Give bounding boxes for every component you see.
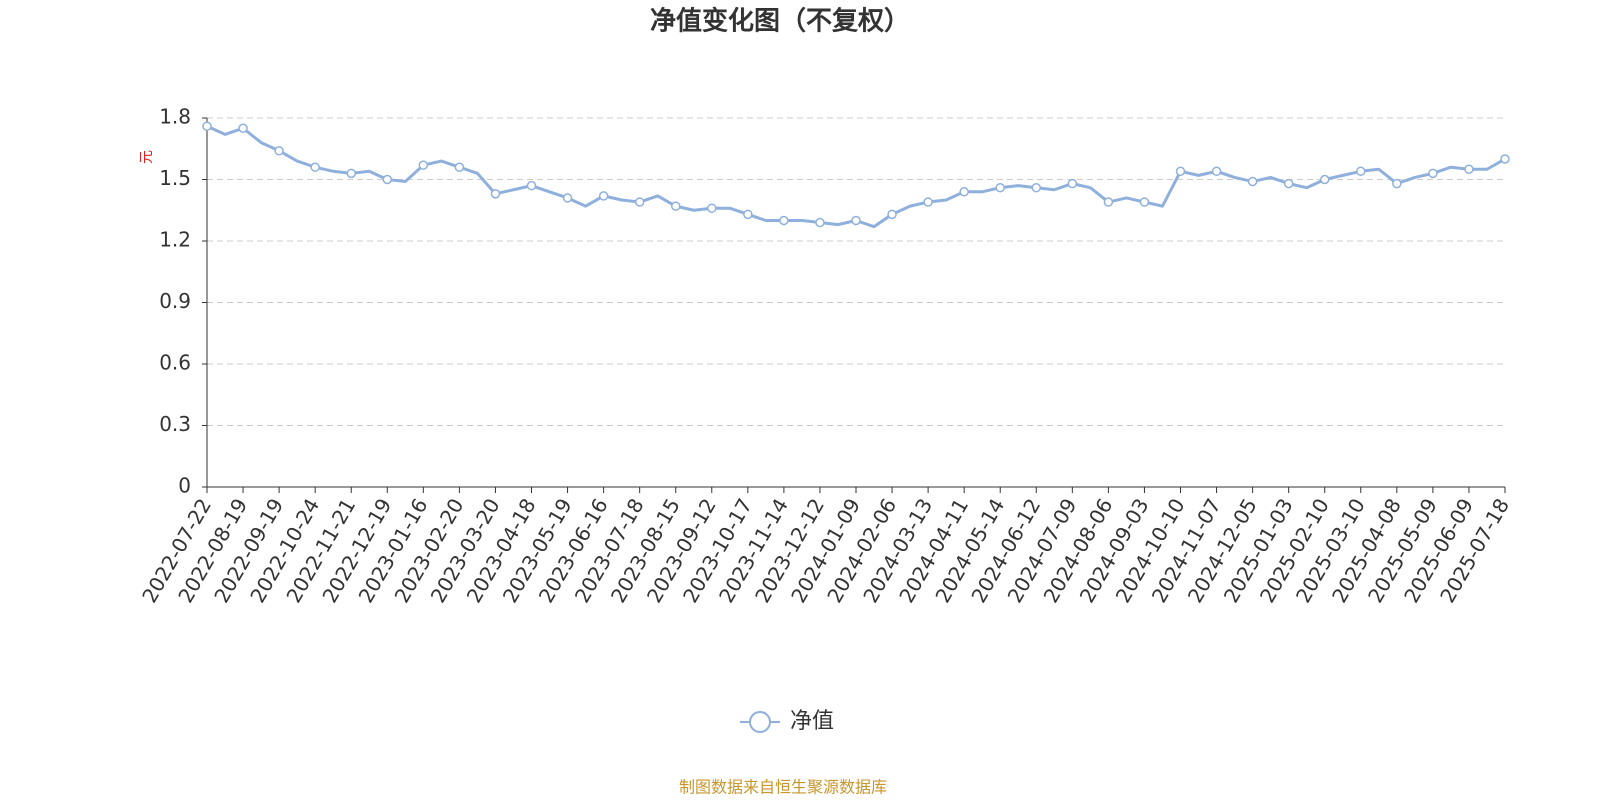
data-point [1247, 176, 1258, 187]
data-point [346, 168, 356, 179]
data-point [274, 146, 284, 156]
data-point [1067, 178, 1078, 189]
chart-title: 净值变化图（不复权） [650, 6, 910, 37]
data-point [634, 197, 645, 207]
data-point [995, 182, 1005, 193]
y-tick-label: 1.5 [159, 166, 191, 190]
data-point [1464, 164, 1474, 174]
data-point [1031, 182, 1042, 193]
data-point [1103, 197, 1114, 207]
data-point [1139, 197, 1150, 207]
data-point [1428, 168, 1438, 179]
y-tick-label: 0 [178, 474, 191, 498]
data-point [454, 162, 465, 172]
data-point [202, 121, 212, 131]
data-point [490, 189, 501, 199]
data-point [923, 197, 933, 207]
data-point [707, 203, 717, 213]
data-point [779, 215, 789, 226]
data-point [562, 193, 573, 203]
data-point [310, 162, 320, 172]
data-point [526, 180, 537, 191]
y-tick-label: 1.8 [159, 105, 191, 129]
data-point [743, 209, 753, 220]
series-line [206, 124, 1506, 229]
data-point [959, 187, 969, 197]
data-point [1175, 166, 1186, 177]
data-point [1500, 154, 1510, 164]
data-point [670, 201, 681, 211]
data-point [1283, 178, 1294, 189]
data-point [598, 191, 609, 201]
data-point [418, 160, 429, 170]
source-note: 制图数据来自恒生聚源数据库 [679, 778, 887, 797]
data-point [815, 217, 825, 228]
y-tick-label: 0.3 [159, 412, 191, 436]
data-point [1392, 178, 1402, 189]
legend-marker [749, 711, 771, 733]
data-point [238, 123, 248, 133]
data-point [1211, 166, 1222, 177]
data-point [1356, 166, 1366, 177]
y-tick-label: 0.9 [159, 289, 191, 313]
data-point [382, 174, 393, 185]
data-point [851, 215, 861, 226]
y-tick-label: 0.6 [159, 351, 191, 375]
data-point [887, 209, 897, 220]
y-tick-label: 1.2 [159, 228, 191, 252]
legend-label: 净值 [790, 709, 834, 734]
y-axis-label: 元 [139, 150, 155, 164]
data-point [1319, 174, 1330, 185]
